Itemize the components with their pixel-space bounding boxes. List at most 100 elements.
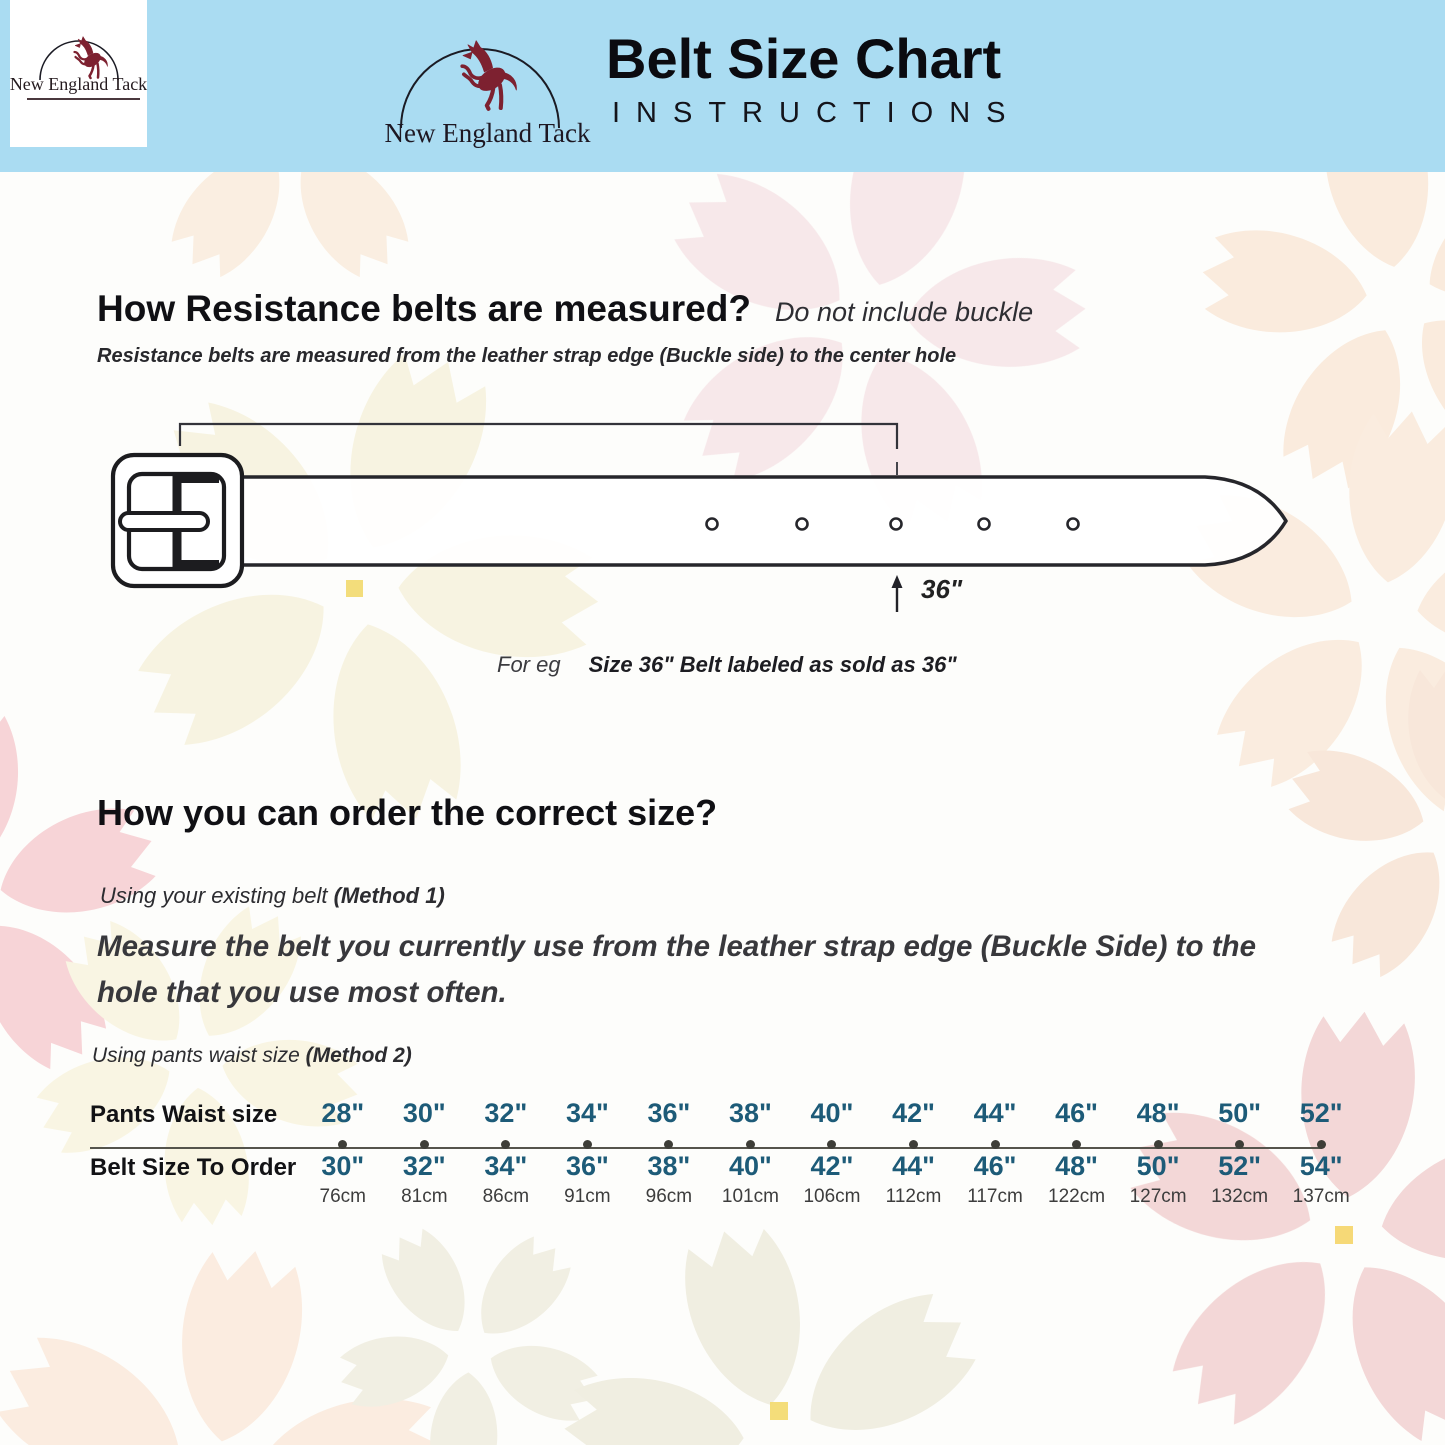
table-cell: 42": [810, 1151, 854, 1181]
table-cell: 44": [892, 1151, 935, 1181]
diagram-caption: For eg Size 36" Belt labeled as sold as …: [497, 652, 957, 678]
table-cell: 46": [1055, 1098, 1098, 1128]
table-cell: 34": [565, 1098, 609, 1128]
table-cell: 122cm: [1048, 1186, 1106, 1207]
table-cell: [384, 1140, 466, 1149]
table-cell: 42": [892, 1098, 935, 1128]
divider-dot: [419, 1140, 429, 1149]
divider-dot: [1316, 1140, 1326, 1149]
table-cell: 38": [729, 1098, 772, 1128]
table-cell: 52": [1299, 1098, 1343, 1128]
divider-dot: [1072, 1140, 1082, 1149]
caption-text: Size 36" Belt labeled as sold as 36": [588, 652, 957, 677]
order-heading: How you can order the correct size?: [97, 792, 718, 833]
belt-length-label: 36": [921, 574, 963, 604]
cm-row: 76cm 81cm 86cm 91cm 96cm 101cm 106cm 112cm 117cm…: [90, 1186, 1362, 1208]
table-cell: [954, 1140, 1036, 1149]
buckle-icon: [110, 452, 245, 589]
divider-dot: [338, 1140, 348, 1149]
method2-label: (Method 2): [305, 1044, 412, 1067]
table-cell: 30": [402, 1098, 446, 1128]
table-cell: [710, 1140, 792, 1149]
header: New England Tack Belt Size Chart INSTRUC…: [0, 0, 1445, 172]
table-cell: 40": [810, 1098, 854, 1128]
table-cell: 81cm: [401, 1186, 448, 1207]
table-cell: 30": [321, 1151, 365, 1181]
table-cell: 96cm: [645, 1186, 693, 1207]
table-cell: [547, 1140, 629, 1149]
table-cell: 101cm: [721, 1186, 779, 1207]
divider-dot: [1153, 1140, 1163, 1149]
table-cell: [628, 1140, 710, 1149]
table-cell: 52": [1218, 1151, 1262, 1181]
table-cell: 50": [1218, 1098, 1262, 1128]
caption-prefix: For eg: [497, 652, 561, 677]
table-cell: 34": [484, 1151, 528, 1181]
logo-underline: [27, 98, 140, 100]
belt-values: 30" 32" 34" 36" 38" 40" 42" 44" 46" 48" 50" 52" 54": [302, 1151, 1362, 1182]
cm-values: 76cm 81cm 86cm 91cm 96cm 101cm 106cm 112cm 117cm…: [302, 1186, 1362, 1208]
table-cell: 117cm: [967, 1186, 1023, 1207]
waist-values: 28" 30" 32" 34" 36" 38" 40" 42" 44" 46" 48" 50" 52": [302, 1098, 1362, 1129]
belt-row-label: Belt Size To Order: [90, 1154, 297, 1181]
table-cell: 137cm: [1292, 1186, 1350, 1207]
method1-prefix: Using your existing belt: [100, 883, 334, 908]
brand-name-small: New England Tack: [9, 74, 148, 94]
table-cell: [791, 1140, 873, 1149]
table-cell: 38": [647, 1151, 691, 1181]
table-cell: 86cm: [482, 1186, 530, 1207]
table-cell: 40": [729, 1151, 772, 1181]
page-title: Belt Size Chart: [606, 27, 1002, 90]
belt-row: Belt Size To Order 30" 32" 34" 36" 38" 40" 42"…: [90, 1151, 1362, 1182]
method1-label: (Method 1): [333, 883, 445, 908]
horse-logo-icon: [400, 10, 560, 129]
table-cell: 44": [973, 1098, 1017, 1128]
table-cell: 127cm: [1129, 1186, 1187, 1207]
table-cell: [1117, 1140, 1199, 1149]
table-cell: 32": [402, 1151, 446, 1181]
method2-prefix: Using pants waist size: [92, 1044, 306, 1067]
table-cell: [1199, 1140, 1281, 1149]
table-cell: 32": [484, 1098, 528, 1128]
table-cell: 46": [973, 1151, 1017, 1181]
measure-note: Do not include buckle: [774, 297, 1034, 327]
arrow-up-icon: [891, 575, 903, 612]
measure-subtext: Resistance belts are measured from the l…: [97, 345, 957, 367]
horse-logo-small-icon: [39, 35, 119, 81]
title-block: Belt Size Chart INSTRUCTIONS: [590, 10, 1022, 130]
table-cell: 36": [565, 1151, 609, 1181]
header-center: New England Tack Belt Size Chart INSTRUC…: [384, 10, 1022, 162]
table-cell: 48": [1055, 1151, 1098, 1181]
table-cell: 36": [647, 1098, 691, 1128]
table-cell: 106cm: [803, 1186, 861, 1207]
table-cell: 132cm: [1211, 1186, 1269, 1207]
divider-dots: [302, 1140, 1362, 1149]
measure-heading: How Resistance belts are measured?: [97, 288, 751, 329]
table-cell: 91cm: [564, 1186, 611, 1207]
table-cell: 112cm: [885, 1186, 942, 1207]
table-cell: [1036, 1140, 1118, 1149]
divider-dot: [1235, 1140, 1245, 1149]
method2-line: Using pants waist size (Method 2): [92, 1044, 412, 1068]
divider-dot: [908, 1140, 918, 1149]
table-cell: 50": [1136, 1151, 1180, 1181]
table-cell: 28": [321, 1098, 365, 1128]
divider-dot: [501, 1140, 511, 1149]
table-divider: [90, 1147, 1322, 1149]
table-cell: [302, 1140, 384, 1149]
brand-logo: New England Tack: [384, 10, 591, 162]
method1-instruction: Measure the belt you currently use from …: [97, 930, 1256, 1009]
table-cell: [465, 1140, 547, 1149]
brand-name: New England Tack: [384, 118, 591, 148]
brand-logo-box: New England Tack: [10, 0, 147, 147]
divider-dot: [745, 1140, 755, 1149]
divider-dot: [582, 1140, 592, 1149]
table-cell: 48": [1136, 1098, 1180, 1128]
method1-line: Using your existing belt (Method 1): [100, 883, 445, 909]
divider-dot: [664, 1140, 674, 1149]
table-cell: 76cm: [319, 1186, 366, 1207]
table-cell: [873, 1140, 955, 1149]
